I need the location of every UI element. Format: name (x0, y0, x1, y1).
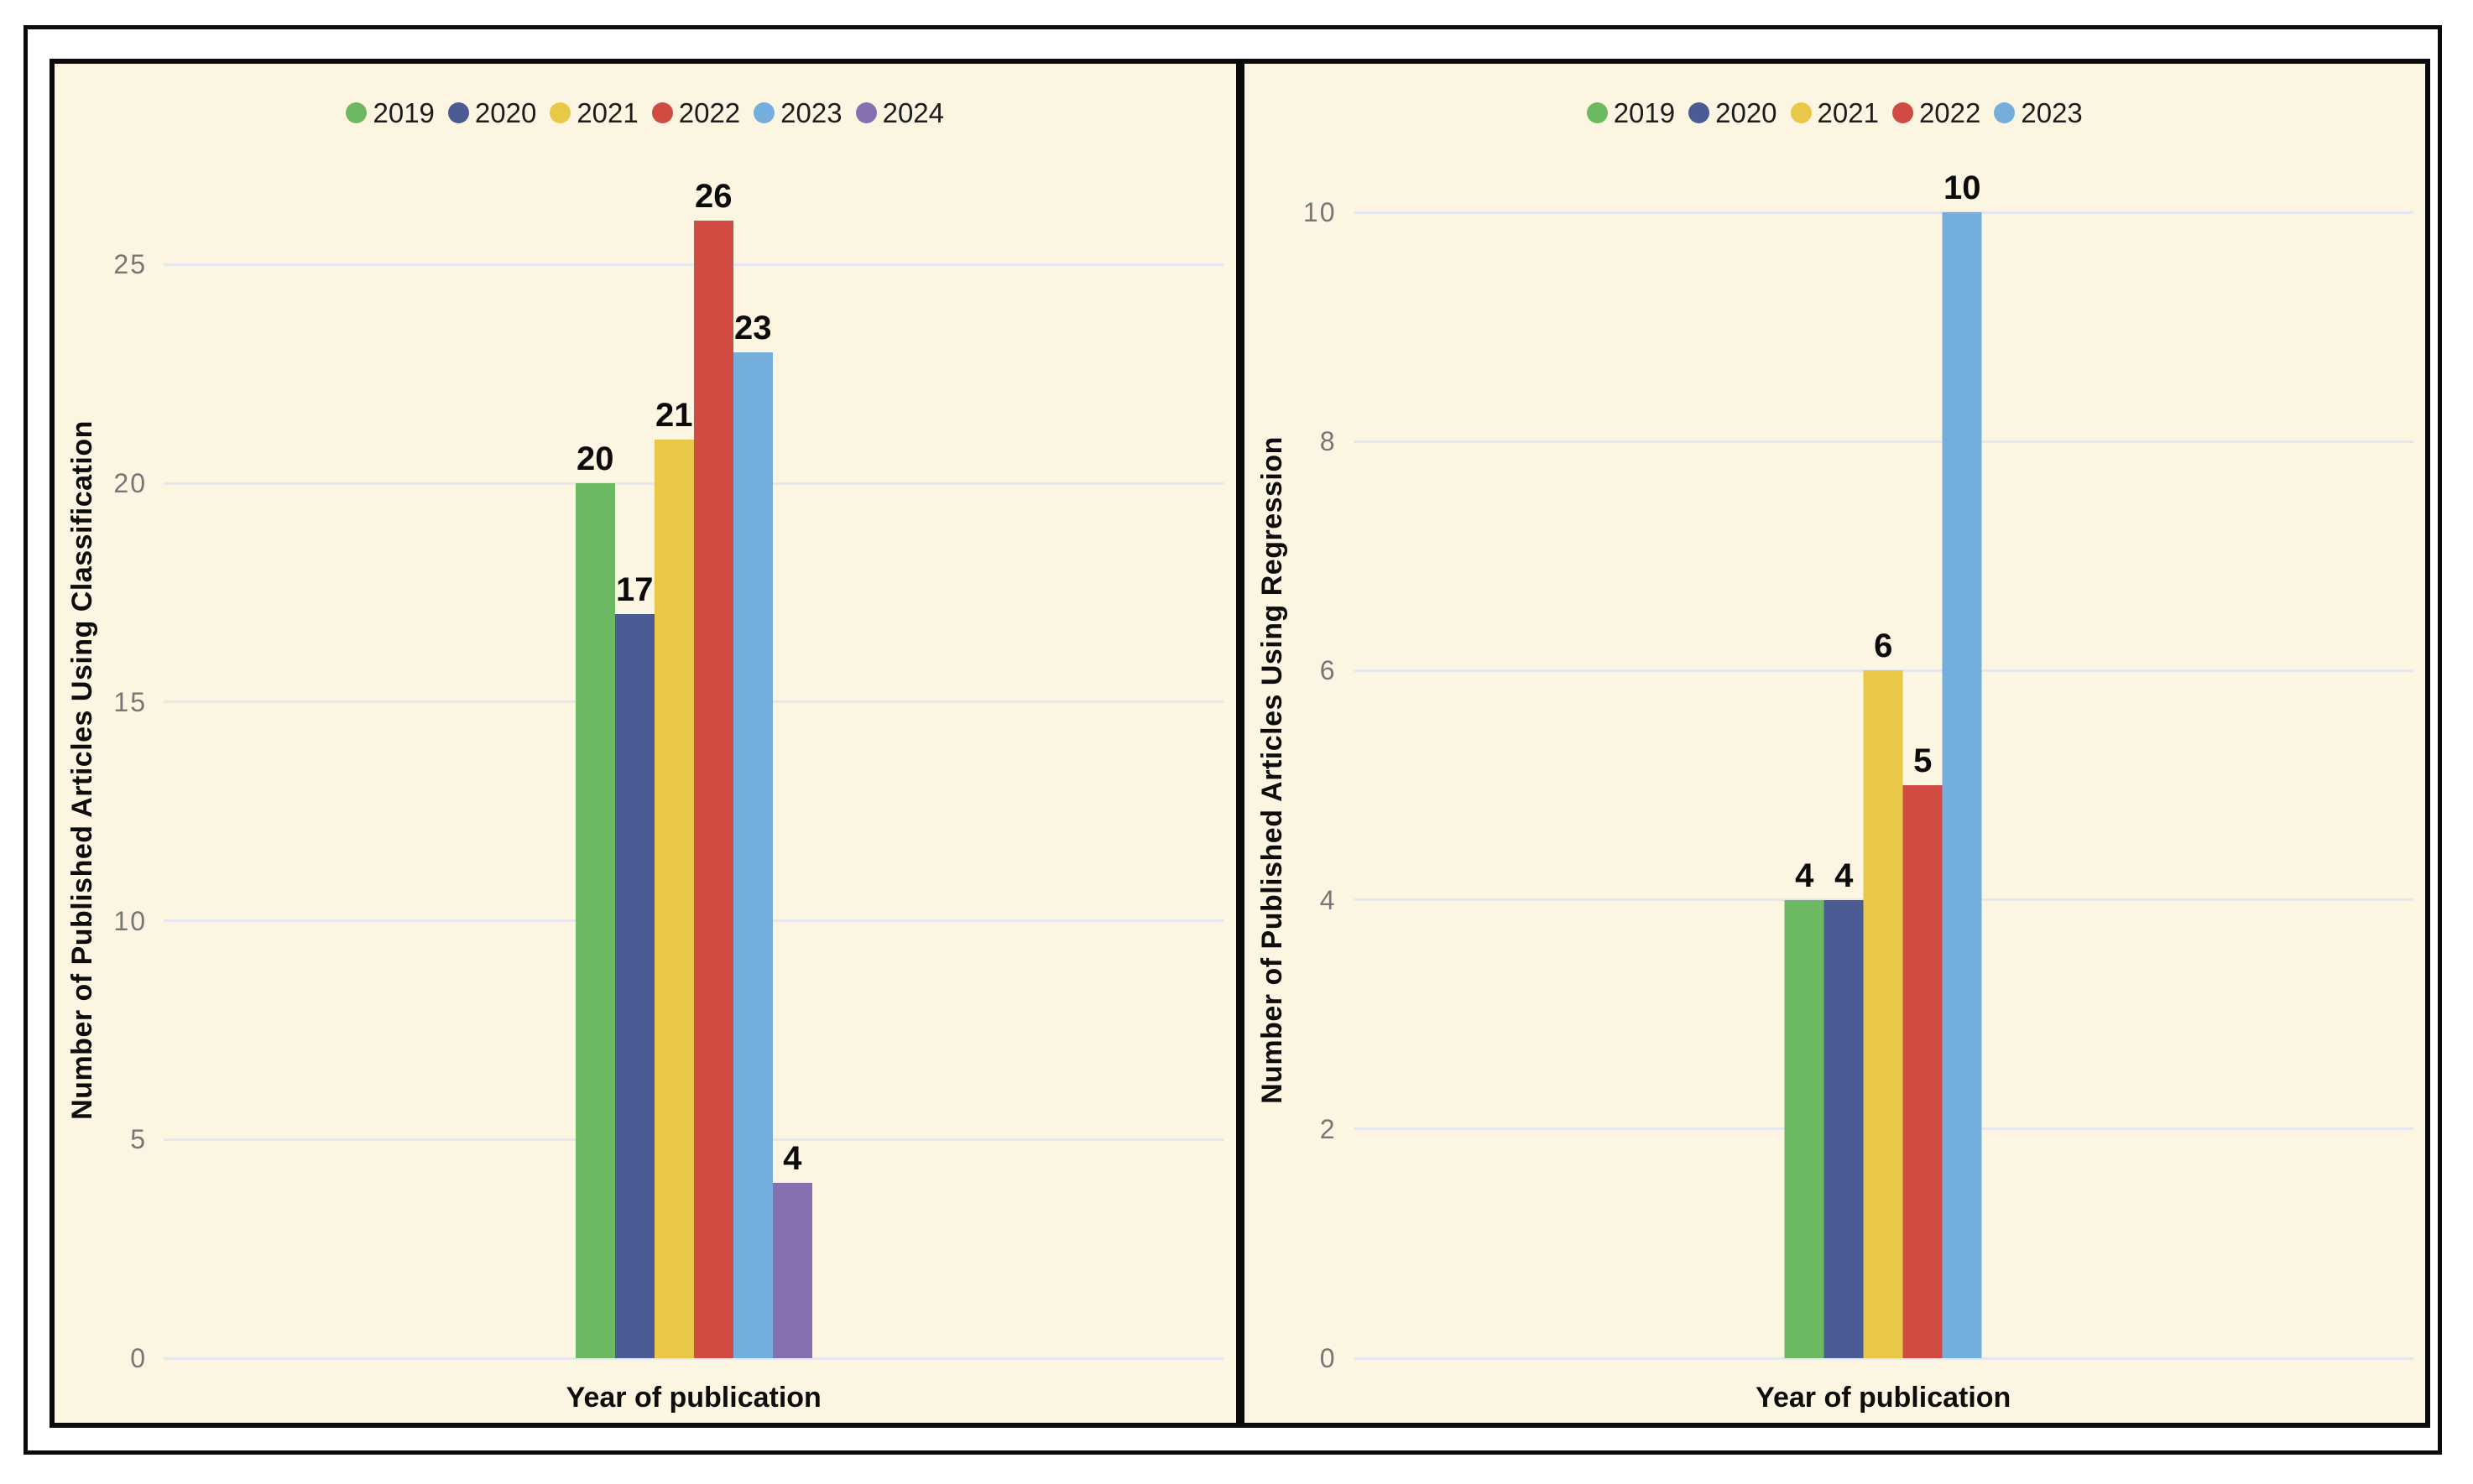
y-tick-label: 0 (130, 1343, 147, 1373)
legend-label: 2021 (577, 96, 639, 128)
legend-dot-icon (855, 102, 877, 123)
bar-rect (654, 439, 694, 1358)
y-axis-title: Number of Published Articles Using Class… (66, 420, 98, 1121)
bar-value-label: 6 (1874, 627, 1893, 665)
legend-item-2022: 2022 (651, 96, 741, 128)
bar-2022: 5 (1902, 744, 1943, 1358)
legend-dot-icon (1891, 102, 1913, 123)
gridline-y-0 (164, 1356, 1224, 1360)
gridline-y-8 (1353, 440, 2413, 443)
x-axis-title: Year of publication (566, 1382, 822, 1414)
bar-rect (1784, 899, 1824, 1358)
x-axis-title: Year of publication (1756, 1382, 2011, 1414)
legend-item-2021: 2021 (550, 96, 639, 128)
legend-dot-icon (550, 102, 571, 123)
bar-rect (1942, 212, 1982, 1358)
legend-label: 2019 (373, 96, 435, 128)
legend-dot-icon (651, 102, 673, 123)
bar-value-label: 21 (655, 396, 693, 434)
legend-item-2021: 2021 (1790, 96, 1879, 128)
y-tick-label: 10 (113, 905, 147, 936)
y-tick-label: 25 (113, 249, 147, 280)
bar-value-label: 4 (783, 1140, 802, 1178)
legend-dot-icon (1790, 102, 1812, 123)
bar-rect (1863, 670, 1903, 1358)
bar-rect (693, 221, 733, 1358)
legend-label: 2023 (2021, 96, 2083, 128)
bar-rect (1902, 785, 1943, 1358)
y-axis-title: Number of Published Articles Using Regre… (1255, 436, 1288, 1105)
bar-value-label: 5 (1913, 742, 1933, 779)
y-tick-label: 20 (113, 468, 147, 498)
bar-value-label: 17 (616, 571, 654, 609)
bar-2023: 10 (1942, 171, 1982, 1358)
legend-dot-icon (447, 102, 469, 123)
bar-value-label: 4 (1834, 857, 1854, 894)
legend: 2019 2020 2021 2022 2023 2024 (55, 94, 1236, 131)
bar-rect (1823, 899, 1864, 1358)
legend-item-2019: 2019 (1586, 96, 1676, 128)
bar-value-label: 10 (1943, 169, 1981, 206)
y-tick-label: 15 (113, 686, 147, 717)
legend-item-2024: 2024 (855, 96, 945, 128)
legend-label: 2024 (882, 96, 945, 128)
legend-item-2019: 2019 (346, 96, 435, 128)
bar-value-label: 20 (577, 440, 614, 477)
bar-rect (772, 1183, 812, 1358)
legend-label: 2020 (1715, 96, 1777, 128)
bar-2021: 21 (654, 398, 694, 1358)
y-tick-label: 4 (1319, 884, 1337, 915)
legend-item-2023: 2023 (1994, 96, 2083, 128)
legend-item-2023: 2023 (754, 96, 843, 128)
bar-rect (614, 614, 655, 1358)
legend-dot-icon (1994, 102, 2016, 123)
y-tick-label: 5 (130, 1124, 147, 1155)
bar-2024: 4 (772, 1142, 812, 1358)
legend-item-2020: 2020 (1688, 96, 1777, 128)
y-tick-label: 2 (1319, 1113, 1337, 1144)
legend-label: 2022 (678, 96, 741, 128)
bar-2023: 23 (733, 311, 773, 1358)
legend-label: 2020 (474, 96, 537, 128)
legend-label: 2023 (780, 96, 843, 128)
bar-2019: 4 (1784, 859, 1824, 1358)
bar-2020: 17 (614, 573, 655, 1358)
legend-label: 2021 (1817, 96, 1879, 128)
legend-label: 2022 (1918, 96, 1981, 128)
bar-2020: 4 (1823, 859, 1864, 1358)
bar-value-label: 4 (1795, 857, 1814, 894)
bar-2019: 20 (575, 442, 615, 1358)
y-tick-label: 0 (1319, 1343, 1337, 1373)
gridline-y-10 (1353, 211, 2413, 214)
legend-item-2020: 2020 (447, 96, 537, 128)
bar-rect (733, 351, 773, 1358)
bar-2021: 6 (1863, 629, 1903, 1358)
bar-group: 20 17 21 26 23 4 (575, 180, 812, 1358)
classification-chart-panel: 2019 2020 2021 2022 2023 2024 Number of Publi… (55, 64, 1236, 1423)
legend-label: 2019 (1613, 96, 1676, 128)
legend-dot-icon (1586, 102, 1608, 123)
y-tick-label: 8 (1319, 426, 1337, 457)
y-tick-label: 6 (1319, 655, 1337, 686)
bar-value-label: 23 (734, 309, 772, 346)
two-panel-figure: 2019 2020 2021 2022 2023 2024 Number of Publi… (50, 59, 2430, 1428)
legend: 2019 2020 2021 2022 2023 (1244, 94, 2426, 131)
bar-value-label: 26 (695, 178, 733, 216)
plot-area: 0 2 4 6 8 10 4 4 6 5 10 (1303, 171, 2413, 1372)
legend-item-2022: 2022 (1891, 96, 1981, 128)
gridline-y-0 (1353, 1356, 2413, 1360)
legend-dot-icon (346, 102, 368, 123)
panel-divider (1235, 64, 1244, 1423)
regression-chart-panel: 2019 2020 2021 2022 2023 Number of Published… (1244, 64, 2426, 1423)
legend-dot-icon (1688, 102, 1710, 123)
bar-group: 4 4 6 5 10 (1784, 171, 1982, 1358)
y-tick-label: 10 (1302, 197, 1337, 227)
legend-dot-icon (754, 102, 775, 123)
bar-rect (575, 483, 615, 1358)
plot-area: 0 5 10 15 20 25 20 17 21 26 23 4 (113, 180, 1224, 1372)
bar-2022: 26 (693, 180, 733, 1358)
